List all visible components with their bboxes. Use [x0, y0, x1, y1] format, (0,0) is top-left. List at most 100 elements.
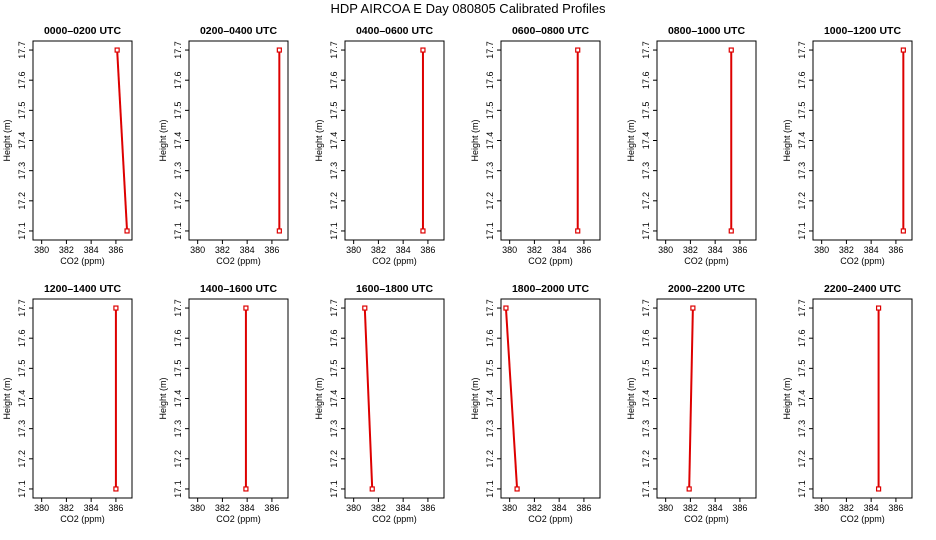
y-tick-label: 17.2: [485, 192, 495, 210]
plot-frame: [188, 40, 289, 241]
panel-title: 1600–1800 UTC: [356, 283, 433, 295]
y-tick-label: 17.1: [797, 480, 807, 498]
plot-frame: [32, 40, 133, 241]
plot-frame: [656, 40, 757, 241]
y-tick-label: 17.5: [329, 102, 339, 120]
x-tick-label: 386: [420, 245, 435, 255]
plot-frame: [812, 40, 913, 241]
y-tick-label: 17.2: [173, 192, 183, 210]
y-tick-label: 17.3: [485, 162, 495, 180]
y-tick-label: 17.5: [17, 102, 27, 120]
y-tick-label: 17.7: [485, 41, 495, 59]
y-tick-label: 17.5: [797, 360, 807, 378]
data-point: [728, 228, 734, 234]
x-tick-label: 380: [814, 245, 829, 255]
y-tick-label: 17.3: [17, 420, 27, 438]
y-tick-label: 17.5: [173, 102, 183, 120]
y-tick-label: 17.6: [485, 71, 495, 89]
y-tick-label: 17.3: [485, 420, 495, 438]
y-tick-label: 17.1: [329, 480, 339, 498]
y-tick-label: 17.3: [797, 420, 807, 438]
y-tick-label: 17.6: [797, 329, 807, 347]
y-axis-label: Height (m): [782, 377, 792, 419]
y-tick-label: 17.5: [329, 360, 339, 378]
plot-frame: [344, 298, 445, 499]
y-tick-label: 17.4: [17, 132, 27, 150]
y-tick-label: 17.7: [797, 41, 807, 59]
y-tick-label: 17.7: [17, 299, 27, 317]
x-axis-label: CO2 (ppm): [372, 514, 417, 524]
data-point: [124, 228, 130, 234]
data-point: [369, 486, 375, 492]
y-tick-label: 17.7: [329, 299, 339, 317]
profile-line: [504, 307, 519, 490]
data-point: [113, 305, 119, 311]
x-tick-label: 384: [552, 503, 567, 513]
profile-line: [688, 308, 694, 489]
y-tick-label: 17.3: [173, 162, 183, 180]
panel-title: 1800–2000 UTC: [512, 283, 589, 295]
x-tick-label: 384: [84, 503, 99, 513]
x-tick-label: 382: [527, 503, 542, 513]
y-tick-label: 17.1: [485, 480, 495, 498]
x-tick-label: 384: [708, 245, 723, 255]
panel-title: 0600–0800 UTC: [512, 25, 589, 37]
y-tick-label: 17.4: [329, 132, 339, 150]
y-tick-label: 17.4: [797, 390, 807, 408]
y-tick-label: 17.1: [329, 222, 339, 240]
y-tick-label: 17.7: [641, 299, 651, 317]
x-tick-label: 382: [215, 503, 230, 513]
y-tick-label: 17.4: [17, 390, 27, 408]
panel-title: 2200–2400 UTC: [824, 283, 901, 295]
plot-frame: [656, 298, 757, 499]
data-point: [113, 486, 119, 492]
x-axis-label: CO2 (ppm): [216, 256, 261, 266]
x-tick-label: 380: [814, 503, 829, 513]
y-tick-label: 17.1: [173, 480, 183, 498]
x-tick-label: 382: [839, 503, 854, 513]
x-tick-label: 380: [34, 245, 49, 255]
data-point: [686, 486, 692, 492]
x-tick-label: 386: [264, 245, 279, 255]
y-tick-label: 17.5: [641, 360, 651, 378]
y-tick-label: 17.3: [329, 162, 339, 180]
y-tick-label: 17.2: [797, 192, 807, 210]
data-point: [875, 486, 882, 492]
y-tick-label: 17.6: [641, 329, 651, 347]
x-tick-label: 380: [346, 503, 361, 513]
x-tick-label: 386: [888, 245, 903, 255]
data-point: [728, 47, 734, 53]
y-tick-label: 17.2: [17, 450, 27, 468]
y-axis-label: Height (m): [782, 119, 792, 161]
y-tick-label: 17.4: [329, 390, 339, 408]
y-tick-label: 17.2: [329, 450, 339, 468]
x-tick-label: 380: [34, 503, 49, 513]
data-point: [420, 228, 426, 234]
y-axis-label: Height (m): [314, 377, 324, 419]
panel-title: 0000–0200 UTC: [44, 25, 121, 37]
data-point: [243, 305, 249, 311]
x-tick-label: 386: [108, 503, 123, 513]
x-axis-label: CO2 (ppm): [528, 514, 573, 524]
y-tick-label: 17.6: [329, 329, 339, 347]
x-axis-label: CO2 (ppm): [60, 256, 105, 266]
panel-title: 2000–2200 UTC: [668, 283, 745, 295]
x-tick-label: 384: [396, 503, 411, 513]
y-tick-label: 17.2: [641, 192, 651, 210]
x-tick-label: 380: [190, 245, 205, 255]
data-point: [875, 305, 882, 311]
y-tick-label: 17.3: [641, 420, 651, 438]
panel-title: 0400–0600 UTC: [356, 25, 433, 37]
x-tick-label: 380: [658, 245, 673, 255]
y-tick-label: 17.7: [641, 41, 651, 59]
data-point: [420, 47, 426, 53]
data-point: [503, 305, 509, 311]
x-tick-label: 382: [683, 245, 698, 255]
x-tick-label: 386: [576, 245, 591, 255]
y-tick-label: 17.1: [641, 222, 651, 240]
y-tick-label: 17.7: [797, 299, 807, 317]
x-tick-label: 384: [84, 245, 99, 255]
y-tick-label: 17.5: [797, 102, 807, 120]
y-tick-label: 17.6: [797, 71, 807, 89]
